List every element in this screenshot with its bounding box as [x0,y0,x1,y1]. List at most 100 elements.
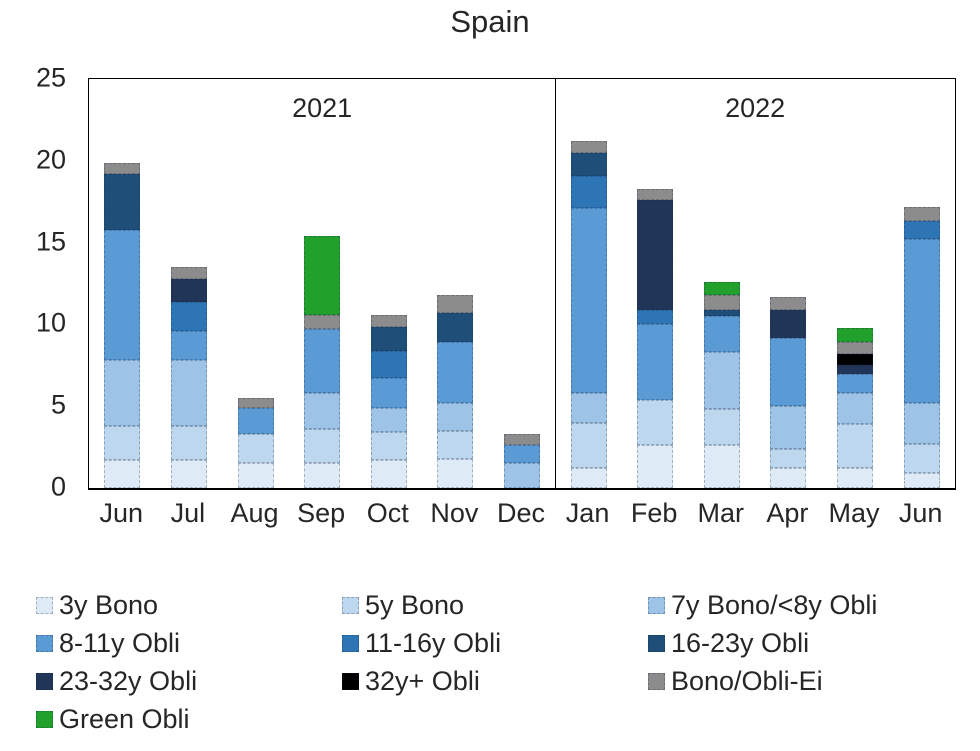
y-tick-label: 20 [35,144,66,175]
legend-item: 23-32y Obli [36,666,342,697]
y-tick-label: 10 [35,307,66,338]
bar-segment [837,468,873,488]
x-tick-label: Oct [366,498,409,528]
legend-label: 32y+ Obli [365,665,480,696]
bar-segment [437,458,474,488]
bar-segment [903,443,940,474]
bar-segment [837,373,873,394]
y-axis: 0 5 10 15 20 25 [0,63,76,502]
x-tick-label: May [828,498,880,528]
legend-item: 5y Bono [342,590,648,621]
x-tick-label: Apr [766,498,809,528]
bar-segment [170,267,207,279]
x-tick-label: Mar [697,498,745,528]
bar-segment [304,236,341,316]
bar-segment [437,430,474,459]
bar-segment [837,424,873,469]
bar-segment [903,473,940,488]
x-tick-label: Jun [99,498,144,528]
x-tick-label: Aug [230,498,279,528]
bar-segment [837,342,873,354]
bar-segment [703,281,740,295]
legend-swatch-icon [342,634,359,652]
bar-segment [437,402,474,431]
bar-segment [703,295,740,310]
bar-segment [104,173,141,230]
bar-segment [104,460,141,488]
bar-segment [637,200,674,310]
bar-segment [570,175,607,209]
legend-label: 7y Bono/<8y Obli [671,589,878,620]
legend-label: Bono/Obli-Ei [671,665,823,696]
bar-segment [637,188,674,201]
bar-slot [688,79,755,488]
bar-segment [104,229,141,361]
bar-segment [370,432,407,461]
bar-feb-8 [637,188,674,488]
x-tick-label: Sep [297,498,346,528]
bar-sep-3 [304,236,341,488]
bar-segment [503,445,540,464]
bar-segment [437,342,474,403]
bar-segment [837,327,873,343]
bar-segment [437,295,474,313]
chart-title: Spain [450,4,530,39]
x-tick-label: Feb [630,498,678,528]
bar-segment [570,152,607,176]
legend-label: Green Obli [59,703,190,734]
bar-segment [170,460,207,488]
legend-label: 3y Bono [59,589,159,620]
bar-slot [755,79,822,488]
bar-jul-1 [170,267,207,488]
bar-nov-5 [437,295,474,488]
bar-segment [170,360,207,426]
x-tick-label: Jan [565,498,610,528]
bar-segment [703,445,740,488]
bar-segment [104,425,141,461]
bar-segment [770,296,807,310]
bar-segment [637,324,674,400]
bar-segment [570,208,607,394]
legend-swatch-icon [342,596,359,614]
legend-label: 16-23y Obli [671,627,810,658]
legend-item: 7y Bono/<8y Obli [648,590,966,621]
bar-segment [570,393,607,423]
legend-item: 32y+ Obli [342,666,648,697]
x-tick-label: Nov [430,498,479,528]
legend-label: 23-32y Obli [59,665,198,696]
x-tick-label: Jun [898,498,943,528]
x-tick-label: Jul [170,498,206,528]
bar-segment [370,378,407,408]
bar-segment [770,337,807,407]
bar-segment [770,309,807,338]
legend-item: 3y Bono [36,590,342,621]
bar-segment [503,434,540,446]
legend-item: Green Obli [36,704,342,735]
bar-aug-2 [237,398,274,488]
bar-may-11 [837,327,873,488]
bar-segment [370,351,407,379]
bar-segment [903,239,940,403]
year-label: 2022 [725,93,786,123]
bar-segment [703,409,740,446]
bar-segment [570,422,607,469]
legend-item: 16-23y Obli [648,628,966,659]
bar-segment [837,353,873,366]
bar-mar-9 [703,281,740,488]
bar-jun-12 [903,206,940,488]
bar-segment [370,460,407,488]
bar-segment [637,399,674,446]
bar-segment [104,360,141,426]
x-tick-label: Dec [496,498,545,528]
bar-segment [170,278,207,302]
bar-segment [304,329,341,394]
bar-segment [304,315,341,330]
bar-segment [304,393,341,430]
y-tick-label: 5 [50,389,66,420]
bar-segment [304,429,341,464]
legend-swatch-icon [648,634,665,652]
bar-segment [703,309,740,317]
legend-swatch-icon [648,596,665,614]
bar-segment [370,407,407,433]
